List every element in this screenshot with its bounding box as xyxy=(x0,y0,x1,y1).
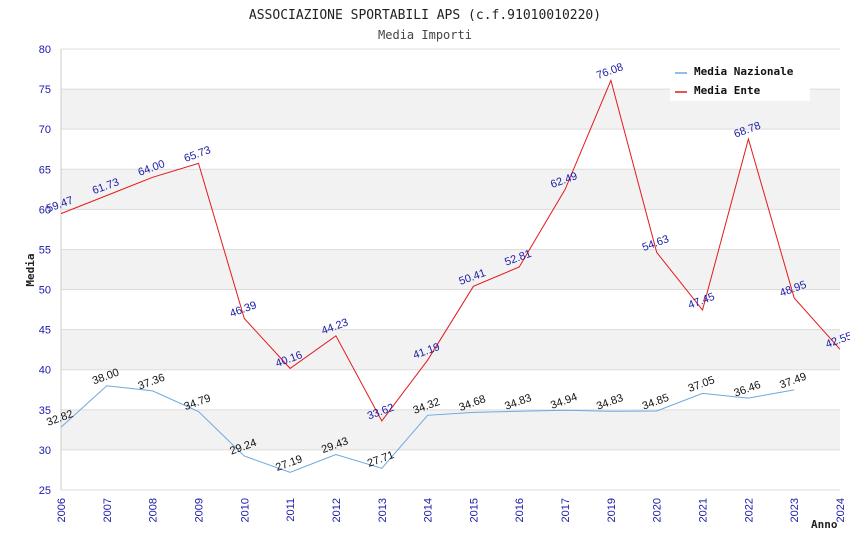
series-line-media-nazionale xyxy=(60,385,795,473)
x-tick-label: 2017 xyxy=(560,498,572,522)
y-tick-label: 45 xyxy=(39,325,51,337)
x-tick-label: 2006 xyxy=(56,498,68,522)
grid-band xyxy=(61,329,840,370)
x-tick-label: 2016 xyxy=(514,498,526,522)
y-axis-label: Media xyxy=(24,253,37,286)
grid-bands xyxy=(60,48,840,491)
y-tick-label: 55 xyxy=(39,244,51,256)
grid-band xyxy=(61,209,840,250)
x-axis-ticks: 2006 2007 2008 2009 2010 2011 2012 2013 2014 2015… xyxy=(56,498,847,522)
chart-subtitle: Media Importi xyxy=(378,28,472,42)
x-tick-label: 2007 xyxy=(102,498,114,522)
x-tick-label: 2020 xyxy=(652,498,664,522)
grid-band xyxy=(61,449,840,490)
y-tick-label: 25 xyxy=(39,485,51,497)
y-tick-label: 70 xyxy=(39,124,51,136)
x-tick-label: 2012 xyxy=(331,498,343,522)
y-tick-label: 75 xyxy=(39,84,51,96)
x-tick-label: 2011 xyxy=(285,498,297,522)
series-line-media-ente xyxy=(60,78,841,422)
chart-title: ASSOCIAZIONE SPORTABILI APS (c.f.9101001… xyxy=(249,8,601,23)
y-tick-label: 30 xyxy=(39,445,51,457)
y-axis-ticks: 25 30 35 40 45 50 55 60 65 70 75 80 xyxy=(39,44,51,497)
y-tick-label: 65 xyxy=(39,164,51,176)
x-tick-label: 2024 xyxy=(835,498,847,522)
x-tick-label: 2014 xyxy=(423,498,435,522)
y-tick-label: 35 xyxy=(39,405,51,417)
x-tick-label: 2015 xyxy=(468,498,480,522)
x-tick-label: 2021 xyxy=(698,498,710,522)
legend-box xyxy=(670,58,810,101)
grid-band xyxy=(61,409,840,450)
legend: Media Nazionale Media Ente xyxy=(670,58,810,101)
grid-band xyxy=(61,369,840,410)
x-tick-label: 2009 xyxy=(193,498,205,522)
x-tick-label: 2013 xyxy=(377,498,389,522)
x-tick-label: 2010 xyxy=(239,498,251,522)
y-tick-label: 40 xyxy=(39,365,51,377)
grid-band xyxy=(61,249,840,290)
grid-band xyxy=(61,169,840,210)
x-tick-label: 2022 xyxy=(743,498,755,522)
series-lines xyxy=(60,78,841,473)
legend-label-media-nazionale: Media Nazionale xyxy=(694,65,794,78)
x-tick-label: 2019 xyxy=(606,498,618,522)
grid-band xyxy=(61,129,840,170)
y-tick-label: 60 xyxy=(39,204,51,216)
x-tick-label: 2008 xyxy=(148,498,160,522)
x-axis-label: Anno xyxy=(811,518,838,531)
y-tick-label: 80 xyxy=(39,44,51,56)
legend-label-media-ente: Media Ente xyxy=(694,84,761,97)
x-tick-label: 2023 xyxy=(789,498,801,522)
y-tick-label: 50 xyxy=(39,285,51,297)
